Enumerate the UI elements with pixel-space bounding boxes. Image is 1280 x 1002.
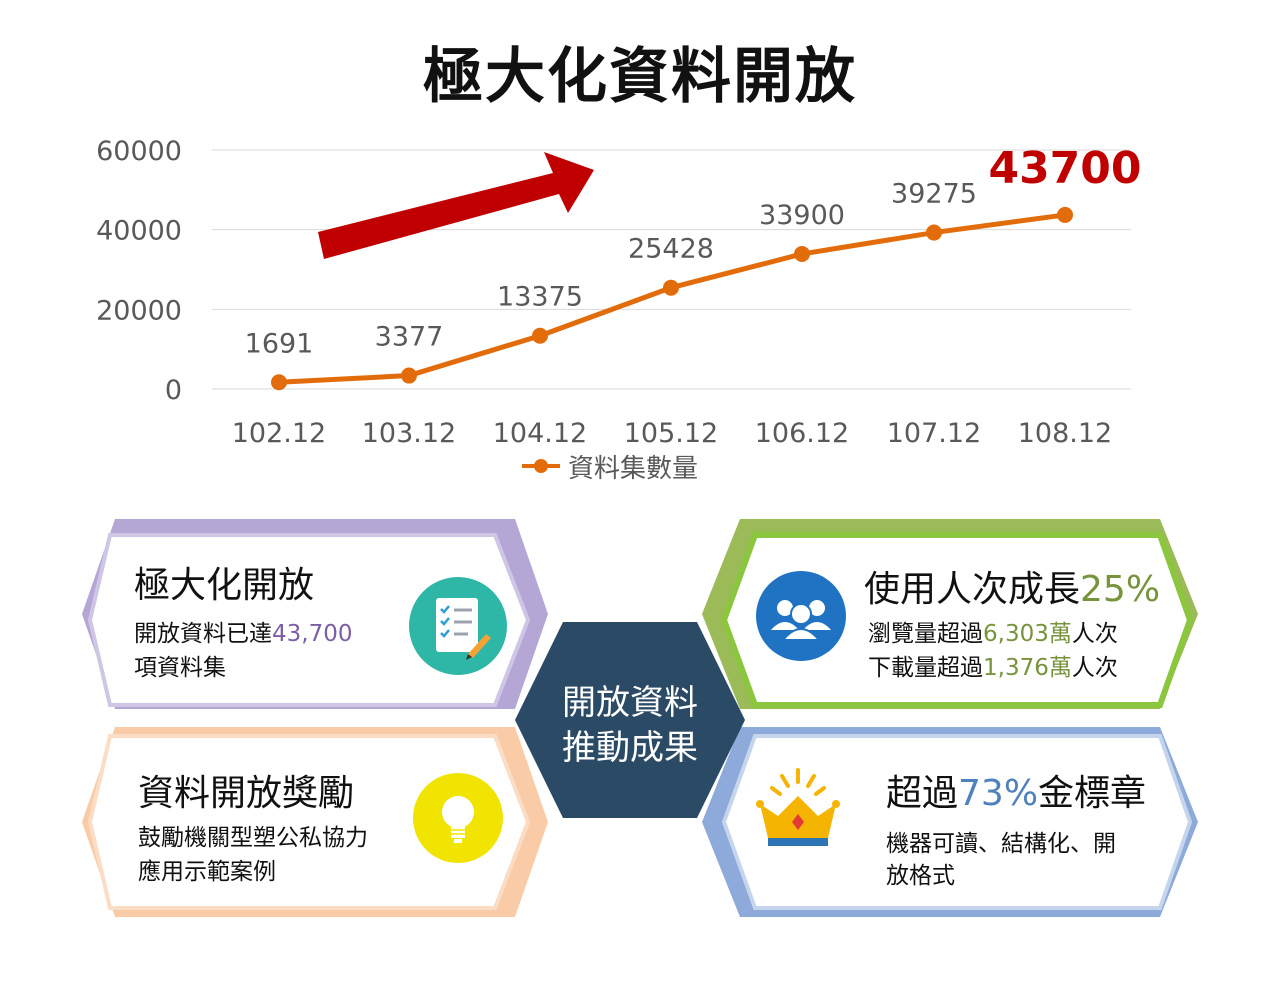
card-frame-users: [702, 519, 1198, 709]
x-tick-label: 107.12: [887, 418, 981, 449]
card-open-line1-prefix: 開放資料已達: [134, 621, 272, 647]
card-open-line2: 項資料集: [134, 655, 226, 681]
data-label: 3377: [375, 322, 444, 353]
users-icon: [756, 571, 846, 661]
data-point: [271, 374, 287, 391]
data-label: 33900: [759, 200, 845, 231]
card-frame-gold: [702, 727, 1198, 917]
data-point: [1057, 206, 1073, 223]
legend-label: 資料集數量: [568, 454, 698, 484]
data-point: [401, 367, 417, 384]
card-award-line2: 應用示範案例: [138, 859, 276, 885]
card-award-title: 資料開放獎勵: [138, 773, 355, 814]
card-gold-title-prefix: 超過: [886, 773, 959, 814]
data-label: 13375: [497, 282, 583, 313]
card-gold-percent: 73%: [958, 773, 1039, 814]
hub-line1: 開放資料: [562, 683, 698, 723]
card-users-title-prefix: 使用人次成長: [864, 569, 1081, 610]
data-point: [794, 245, 810, 262]
card-users-title: 使用人次成長25%: [864, 560, 1160, 612]
x-tick-label: 105.12: [624, 418, 718, 449]
data-point: [532, 327, 548, 344]
card-open-title: 極大化開放: [134, 565, 315, 606]
data-label: 39275: [891, 179, 977, 210]
card-open-line1: 開放資料已達43,700: [134, 614, 352, 648]
x-tick-label: 103.12: [362, 418, 456, 449]
card-users-line2: 下載量超過1,376萬人次: [868, 648, 1118, 682]
y-tick-label: 0: [165, 375, 182, 406]
card-users-line1-suffix: 人次: [1071, 621, 1118, 647]
card-users-downloads: 1,376萬: [983, 655, 1072, 681]
card-users-line2-prefix: 下載量超過: [868, 655, 983, 681]
y-tick-label: 40000: [96, 216, 182, 247]
y-tick-label: 60000: [96, 136, 182, 167]
checklist-icon: [409, 577, 507, 675]
data-label: 43700: [988, 143, 1141, 194]
card-gold-title-suffix: 金標章: [1038, 773, 1147, 814]
card-users-views: 6,303萬: [983, 621, 1072, 647]
y-tick-label: 20000: [96, 295, 182, 326]
card-gold-line2: 放格式: [886, 863, 955, 889]
data-label: 25428: [628, 234, 714, 265]
card-gold-line1: 機器可讀、結構化、開: [886, 831, 1116, 857]
x-tick-label: 102.12: [232, 418, 326, 449]
hub-line2: 推動成果: [562, 728, 698, 768]
page-title: 極大化資料開放: [423, 42, 857, 112]
data-label: 1691: [245, 328, 314, 359]
x-tick-label: 104.12: [493, 418, 587, 449]
legend: 資料集數量: [522, 454, 698, 484]
crown-icon: [756, 768, 840, 846]
data-point: [663, 279, 679, 296]
card-users-growth: 25%: [1080, 569, 1161, 610]
card-users-line1-prefix: 瀏覽量超過: [868, 621, 983, 647]
card-frame-award: [82, 727, 548, 917]
card-award-line1: 鼓勵機關型塑公私協力: [138, 825, 368, 851]
x-tick-label: 108.12: [1018, 418, 1112, 449]
lightbulb-icon: [413, 773, 503, 863]
trend-arrow: [318, 152, 594, 259]
x-tick-label: 106.12: [755, 418, 849, 449]
hub-hexagon: [515, 622, 745, 818]
card-users-line1: 瀏覽量超過6,303萬人次: [868, 614, 1118, 648]
legend-marker: [534, 459, 548, 473]
card-gold-title: 超過73%金標章: [886, 764, 1146, 816]
card-open-count: 43,700: [272, 621, 353, 647]
data-point: [926, 224, 942, 241]
card-users-line2-suffix: 人次: [1071, 655, 1118, 681]
